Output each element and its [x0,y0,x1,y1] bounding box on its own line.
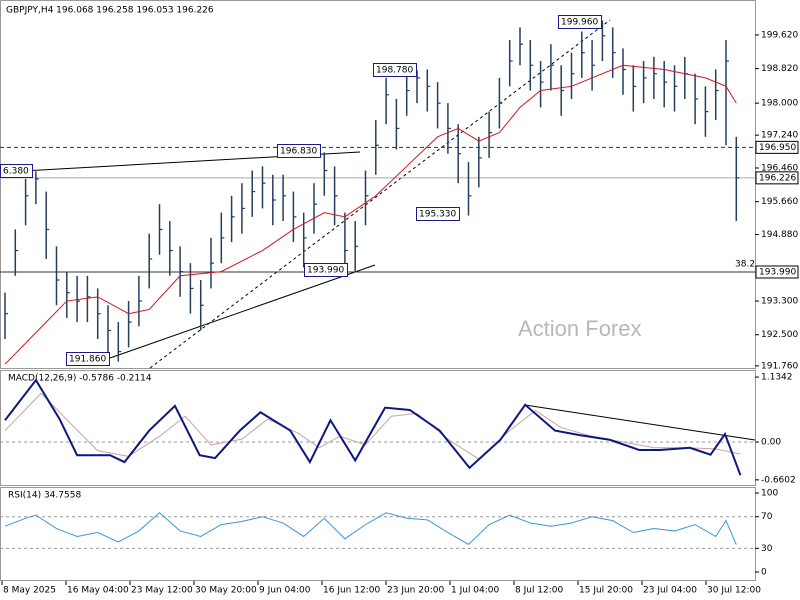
macd-trendline [524,404,756,441]
annotation-box [373,63,417,77]
y-tick-label: 1.1342 [761,373,793,383]
annotation-box [304,263,348,277]
y-tick-label: 0 [761,568,767,578]
x-tick-label: 16 Jun 12:00 [323,586,380,596]
x-tick-label: 15 Jul 20:00 [579,586,633,596]
annotation: 191.860 [69,355,106,365]
annotation-box [416,207,460,221]
annotation: 196.830 [280,147,317,157]
y-tick-label: 199.620 [761,30,798,40]
price-panel [0,0,756,369]
channel-line [149,19,611,369]
x-tick-label: 23 Jun 20:00 [387,586,444,596]
annotation: 193.990 [307,266,344,276]
annotation-box [66,352,110,366]
level-label: 196.226 [759,173,796,183]
rsi-panel [0,487,756,581]
x-tick-label: 30 May 20:00 [195,586,257,596]
rsi-line [4,512,737,545]
y-tick-label: 194.880 [761,230,798,240]
y-tick-label: 0.00 [761,438,781,448]
annotation: 198.780 [376,66,413,76]
x-tick-label: 23 May 12:00 [131,586,193,596]
y-tick-label: 193.300 [761,297,798,307]
y-tick-label: 192.500 [761,330,798,340]
level-box [755,140,799,154]
y-tick-label: 30 [761,544,773,554]
annotation-box [0,164,33,178]
macd-line [4,378,742,476]
level-label: 193.990 [759,268,796,278]
trendline [109,264,376,359]
rsi-title: RSI(14) 34.7558 [8,491,81,501]
y-tick-label: 100 [761,489,778,499]
annotation-box [558,15,602,29]
y-tick-label: 198.000 [761,99,798,109]
x-tick-label: 9 Jun 04:00 [259,586,311,596]
y-tick-label: 195.660 [761,197,798,207]
x-tick-label: 30 Jul 12:00 [707,586,761,596]
annotation: 199.960 [561,18,598,28]
y-tick-label: 197.240 [761,131,798,141]
level-box [755,171,799,185]
macd-panel [0,370,756,486]
macd-title: MACD(12,26,9) -0.5786 -0.2114 [8,374,152,384]
annotation: 195.330 [419,210,456,220]
y-tick-label: 196.460 [761,164,798,174]
watermark: Action Forex [518,316,642,341]
y-tick-label: 70 [761,512,773,522]
x-tick-label: 8 May 2025 [3,586,56,596]
annotation-box [277,144,321,158]
x-tick-label: 8 Jul 12:00 [515,586,564,596]
annotation: 6.380 [3,167,29,177]
x-tick-label: 1 Jul 04:00 [451,586,500,596]
moving-average [4,64,737,365]
chart-title: GBPJPY,H4 196.068 196.258 196.053 196.22… [6,6,214,16]
y-tick-label: 198.820 [761,64,798,74]
level-label: 196.950 [759,143,796,153]
y-tick-label: 191.760 [761,361,798,371]
x-tick-label: 23 Jul 04:00 [643,586,697,596]
level-box [755,265,799,279]
x-tick-label: 16 May 04:00 [67,586,129,596]
y-tick-label: -0.6602 [761,475,796,485]
fib-label: 38.2 [735,260,755,270]
